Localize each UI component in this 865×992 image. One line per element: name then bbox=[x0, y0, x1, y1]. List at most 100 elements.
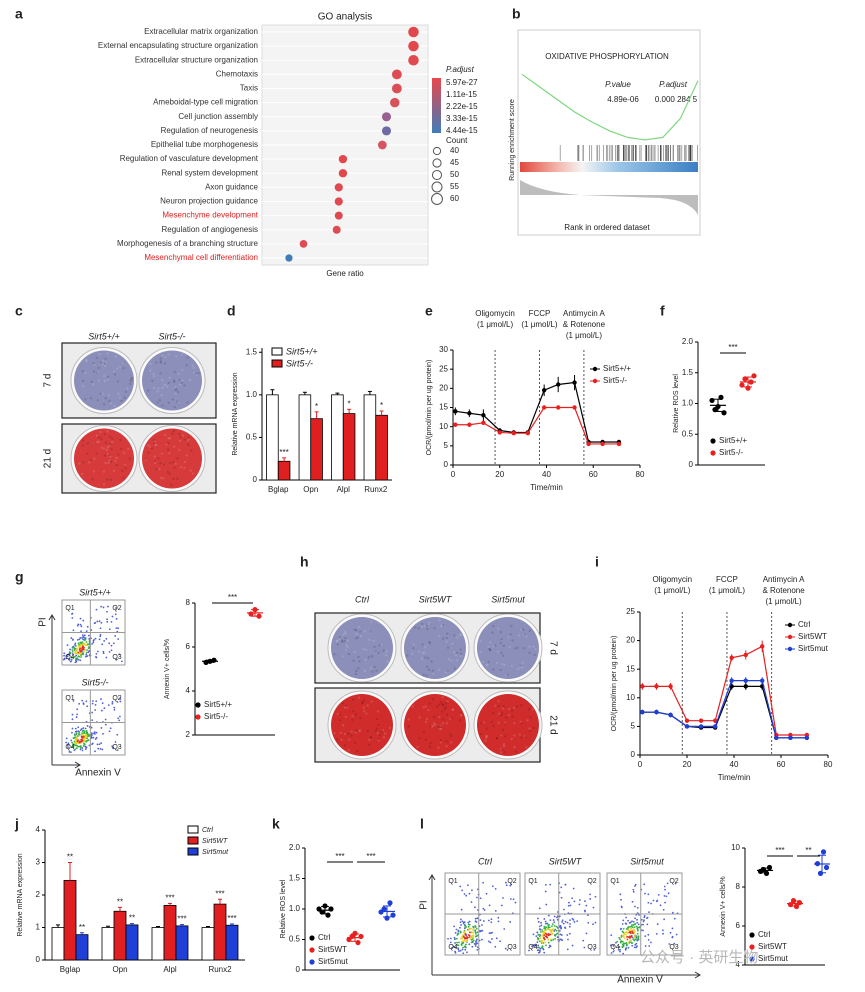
event bbox=[634, 930, 636, 933]
bar bbox=[51, 927, 65, 961]
stain-texture bbox=[358, 659, 361, 663]
y-tick-label: 1 bbox=[36, 923, 41, 932]
bar bbox=[277, 460, 291, 481]
event bbox=[626, 944, 628, 947]
stain-texture bbox=[357, 696, 361, 699]
y-tick-label: 2.0 bbox=[682, 337, 694, 346]
event bbox=[543, 929, 546, 932]
event bbox=[102, 652, 105, 655]
event bbox=[468, 923, 471, 926]
event bbox=[78, 702, 81, 705]
event bbox=[634, 917, 637, 920]
stain-texture bbox=[163, 383, 166, 387]
event bbox=[84, 734, 87, 737]
stain-texture bbox=[374, 651, 378, 654]
event bbox=[78, 649, 81, 652]
point bbox=[325, 912, 331, 918]
stat-header: P.adjust bbox=[659, 80, 688, 89]
stain-texture bbox=[497, 699, 500, 703]
stain-texture bbox=[492, 668, 495, 671]
marker bbox=[481, 412, 486, 418]
stain-texture bbox=[191, 364, 194, 367]
category-label: Renal system development bbox=[162, 168, 259, 177]
event bbox=[117, 638, 120, 640]
stain-texture bbox=[96, 371, 99, 374]
event bbox=[572, 887, 575, 890]
event bbox=[532, 933, 535, 936]
event bbox=[82, 638, 84, 641]
event bbox=[453, 936, 456, 939]
event bbox=[100, 709, 103, 712]
stain-texture bbox=[443, 707, 447, 711]
marker bbox=[453, 422, 458, 427]
event bbox=[91, 711, 94, 714]
event bbox=[111, 745, 114, 748]
injection-label: (1 μmol/L) bbox=[766, 597, 803, 606]
stain-texture bbox=[427, 708, 430, 712]
event bbox=[634, 938, 637, 941]
panel-label: e bbox=[425, 303, 433, 319]
marker bbox=[467, 422, 472, 427]
stain-texture bbox=[459, 712, 463, 715]
stain-texture bbox=[426, 656, 430, 660]
event bbox=[619, 928, 622, 931]
legend-swatch bbox=[187, 825, 199, 834]
stain-texture bbox=[366, 704, 369, 707]
stain-texture bbox=[503, 750, 506, 754]
event bbox=[74, 748, 77, 751]
stain-texture bbox=[78, 462, 81, 465]
event bbox=[630, 927, 633, 930]
x-tick-label: 40 bbox=[542, 470, 551, 479]
stain-texture bbox=[186, 440, 189, 443]
dot bbox=[381, 126, 392, 136]
stain-texture bbox=[444, 706, 448, 709]
event bbox=[71, 713, 74, 716]
stain-texture bbox=[165, 385, 169, 388]
y-tick-label: 25 bbox=[626, 607, 635, 616]
stain-texture bbox=[487, 645, 490, 649]
well-stain bbox=[142, 428, 202, 489]
stain-texture bbox=[108, 435, 112, 438]
stain-texture bbox=[526, 719, 529, 722]
legend-marker bbox=[787, 646, 793, 652]
event bbox=[103, 707, 106, 710]
category-label: Neuron projection guidance bbox=[160, 197, 258, 206]
marker bbox=[640, 709, 645, 715]
panel-label: l bbox=[420, 816, 424, 832]
injection-label: FCCP bbox=[716, 575, 738, 584]
stain-texture bbox=[421, 622, 424, 626]
event bbox=[587, 914, 589, 917]
event bbox=[110, 644, 113, 647]
stain-texture bbox=[187, 438, 190, 441]
event bbox=[627, 946, 630, 949]
event bbox=[534, 943, 537, 946]
event bbox=[622, 919, 625, 922]
stain-texture bbox=[355, 729, 358, 732]
event bbox=[615, 941, 617, 944]
marker bbox=[729, 655, 734, 660]
legend-marker bbox=[309, 935, 315, 941]
event bbox=[65, 741, 67, 744]
stain-texture bbox=[181, 368, 184, 372]
stain-texture bbox=[102, 483, 106, 486]
stain-texture bbox=[485, 734, 489, 738]
event bbox=[556, 926, 559, 929]
stain-texture bbox=[449, 717, 452, 720]
stain-texture bbox=[368, 638, 371, 642]
stain-texture bbox=[106, 352, 109, 355]
stain-texture bbox=[92, 383, 95, 386]
stain-texture bbox=[92, 470, 96, 473]
event bbox=[560, 896, 563, 899]
event bbox=[620, 898, 622, 901]
legend-title: P.adjust bbox=[446, 65, 475, 74]
stain-texture bbox=[152, 438, 156, 442]
stain-texture bbox=[187, 436, 190, 439]
event bbox=[659, 904, 662, 907]
stain-texture bbox=[158, 467, 161, 471]
event bbox=[94, 637, 97, 640]
stain-texture bbox=[431, 697, 435, 701]
marker bbox=[760, 644, 765, 649]
stain-texture bbox=[431, 669, 435, 672]
stain-texture bbox=[358, 630, 362, 633]
stain-texture bbox=[343, 732, 347, 736]
